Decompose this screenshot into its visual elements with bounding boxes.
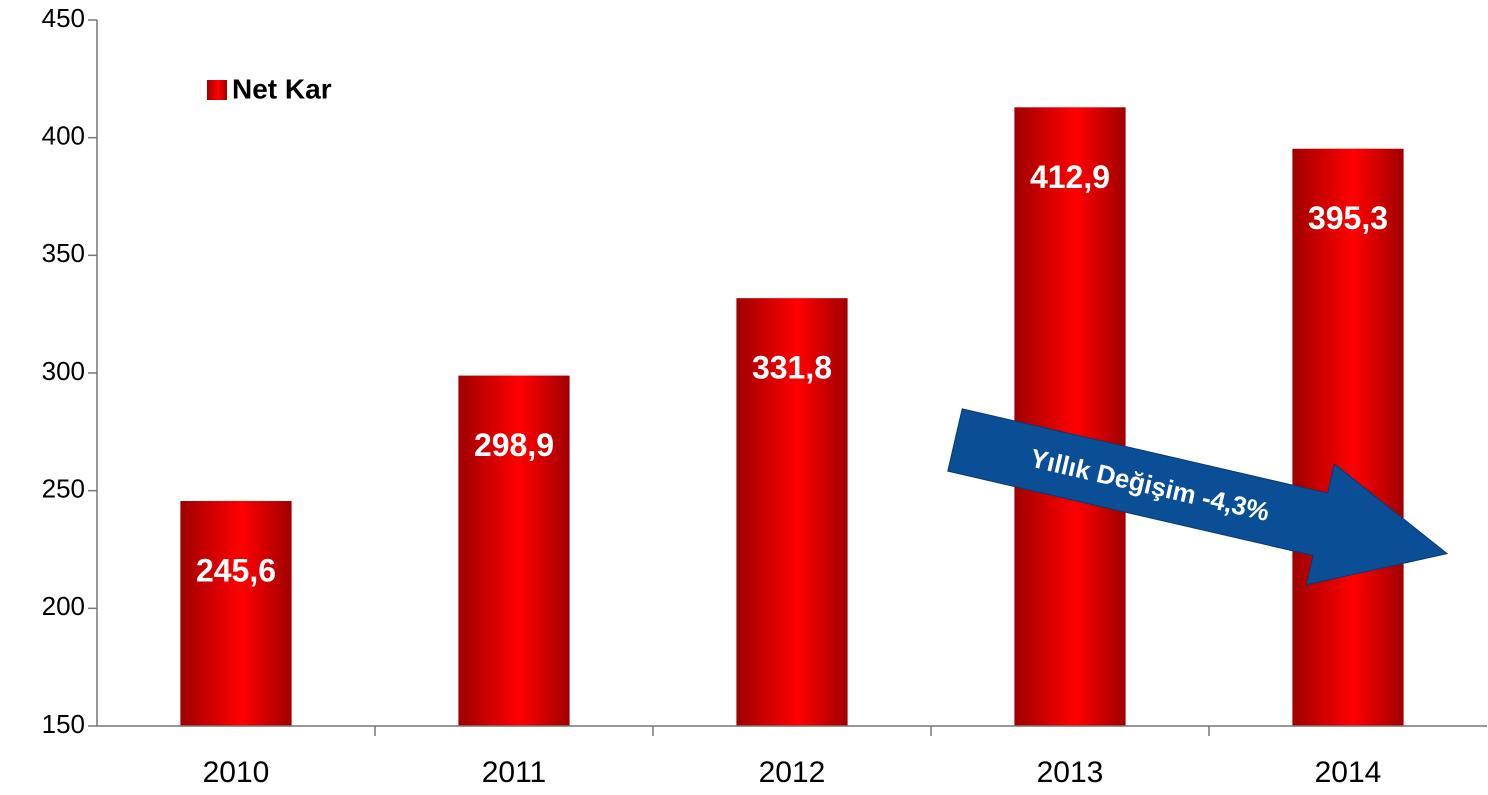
value-label: 395,3	[1308, 200, 1388, 236]
value-label: 298,9	[474, 427, 554, 463]
y-tick-label: 200	[42, 591, 85, 621]
legend-label: Net Kar	[232, 73, 332, 104]
y-tick-label: 150	[42, 709, 85, 739]
bar	[736, 298, 848, 726]
x-tick-label: 2012	[759, 756, 826, 789]
x-tick-label: 2013	[1037, 756, 1104, 789]
legend-swatch	[207, 80, 227, 100]
x-tick-label: 2010	[203, 756, 270, 789]
x-tick-label: 2014	[1315, 756, 1382, 789]
value-label: 245,6	[196, 552, 276, 588]
y-tick-label: 400	[42, 121, 85, 151]
value-label: 331,8	[752, 350, 832, 386]
value-label: 412,9	[1030, 159, 1110, 195]
y-tick-label: 300	[42, 356, 85, 386]
x-tick-label: 2011	[482, 756, 547, 789]
bar	[180, 501, 292, 726]
bar	[1292, 148, 1404, 726]
bar	[1014, 107, 1126, 727]
y-tick-label: 450	[42, 3, 85, 33]
bar	[458, 375, 570, 726]
y-tick-label: 350	[42, 238, 85, 268]
y-tick-label: 250	[42, 474, 85, 504]
